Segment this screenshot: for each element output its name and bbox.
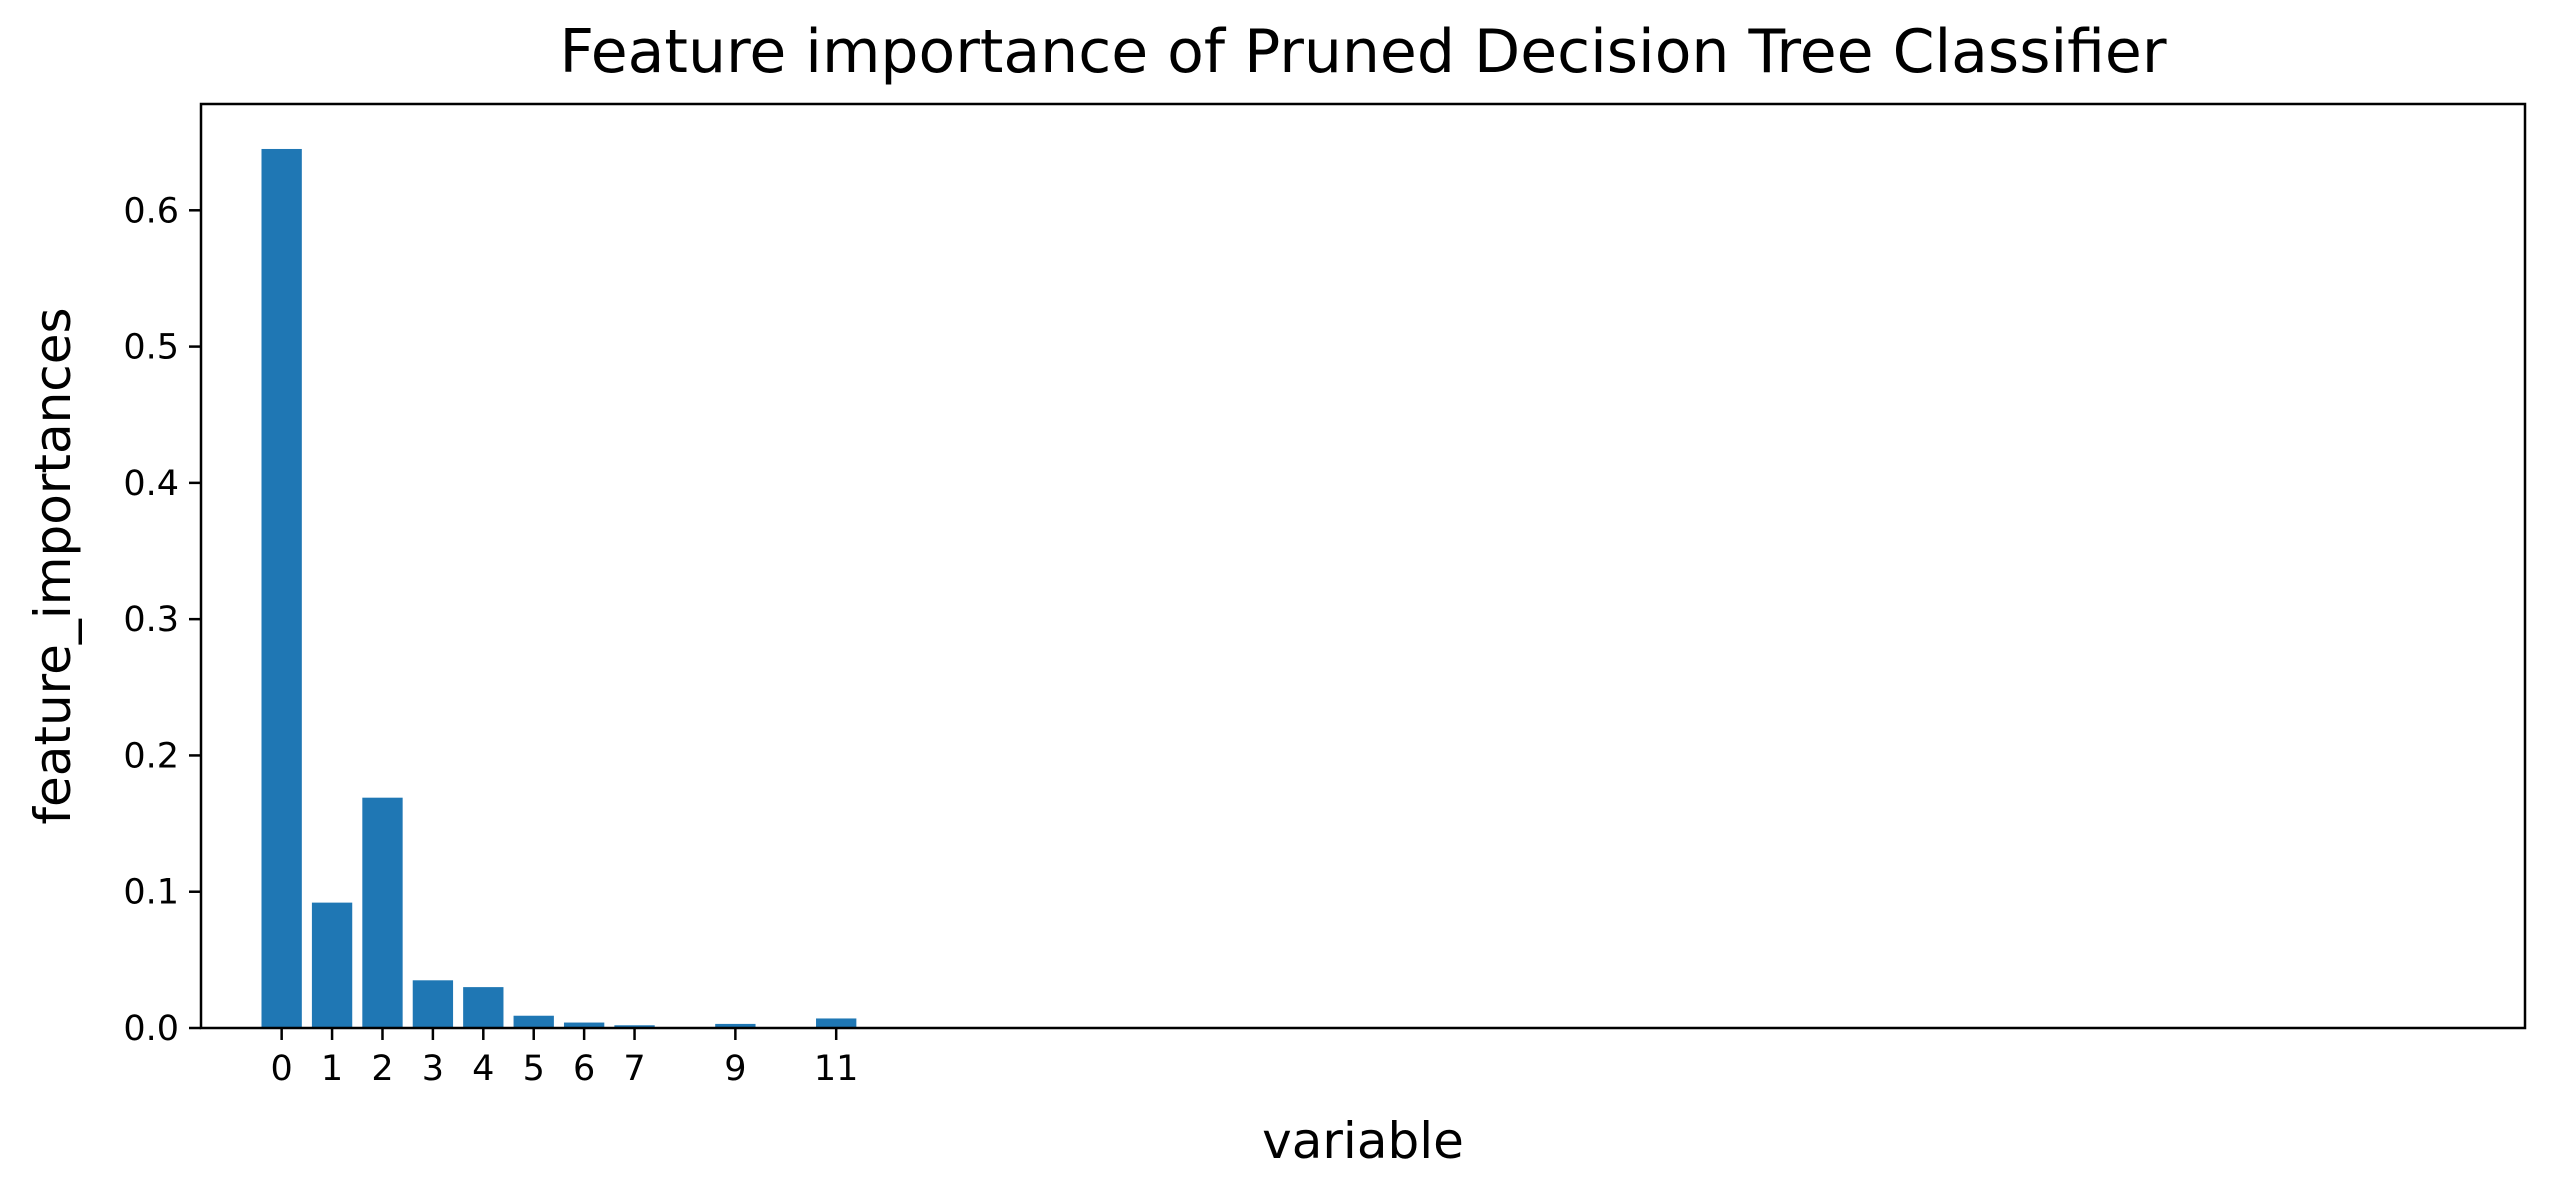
x-tick-label: 2 xyxy=(371,1049,393,1089)
y-tick-label: 0.5 xyxy=(123,328,179,368)
x-axis-ticks: 0 1 2 3 4 5 6 7 9 11 xyxy=(271,1028,859,1089)
x-tick-label: 9 xyxy=(724,1049,746,1089)
y-axis-label: feature_importances xyxy=(24,307,82,824)
plot-frame xyxy=(199,102,2527,1030)
x-tick-label: 3 xyxy=(422,1049,444,1089)
x-tick-label: 11 xyxy=(814,1049,859,1089)
y-axis-ticks: 0.0 0.1 0.2 0.3 0.4 0.5 0.6 xyxy=(123,191,201,1049)
bar-3 xyxy=(412,980,454,1028)
bar-11 xyxy=(816,1018,857,1028)
bar-2 xyxy=(362,797,403,1028)
x-tick-label: 5 xyxy=(523,1049,545,1089)
y-tick-label: 0.4 xyxy=(123,464,179,504)
x-tick-label: 0 xyxy=(271,1049,293,1089)
y-tick-label: 0.6 xyxy=(123,191,179,231)
bar-6 xyxy=(563,1022,605,1028)
bar-5 xyxy=(513,1015,554,1028)
bar-1 xyxy=(311,902,353,1028)
y-tick-label: 0.0 xyxy=(123,1009,179,1049)
chart-title: Feature importance of Pruned Decision Tr… xyxy=(560,17,2167,87)
x-tick-label: 7 xyxy=(623,1049,645,1089)
bar-4 xyxy=(463,987,504,1028)
bar-9 xyxy=(715,1023,756,1028)
y-tick-label: 0.1 xyxy=(123,873,179,913)
plot-area: 0.0 0.1 0.2 0.3 0.4 0.5 0.6 0 1 2 3 4 5 6 7 9 11 xyxy=(123,102,2527,1089)
bar-0 xyxy=(261,148,302,1028)
x-tick-label: 1 xyxy=(321,1049,343,1089)
bar-7 xyxy=(614,1025,655,1028)
bars-group xyxy=(261,148,857,1028)
x-tick-label: 4 xyxy=(472,1049,494,1089)
x-axis-label: variable xyxy=(1262,1112,1464,1170)
x-tick-label: 6 xyxy=(573,1049,595,1089)
y-tick-label: 0.3 xyxy=(123,600,179,640)
y-tick-label: 0.2 xyxy=(123,736,179,776)
